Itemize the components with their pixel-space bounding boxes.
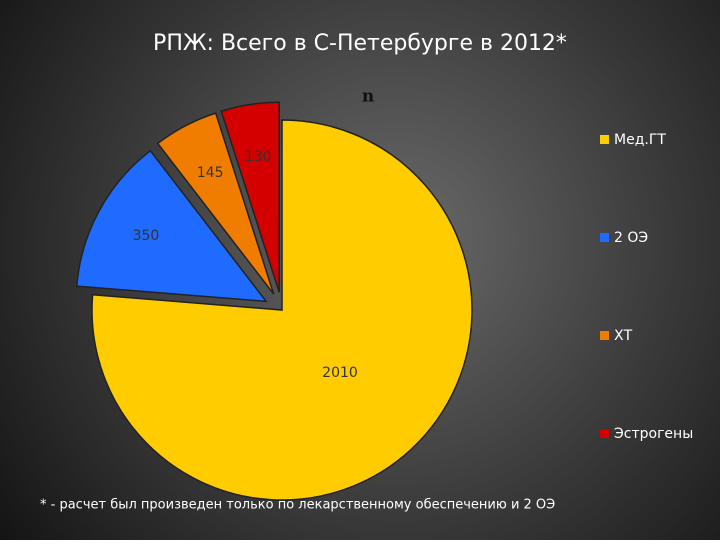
legend-swatch [600, 429, 609, 438]
chart-title: n [362, 87, 374, 107]
legend-label: Мед.ГТ [614, 132, 666, 148]
legend-label: Эстрогены [614, 426, 693, 442]
footnote: * - расчет был произведен только по лека… [40, 498, 555, 513]
pie-slice [220, 101, 280, 293]
legend-swatch [600, 233, 609, 242]
data-label: 2010 [322, 365, 358, 381]
pie-slice [75, 149, 268, 303]
legend-label: ХТ [614, 328, 633, 344]
pie-slice [156, 112, 275, 295]
data-label: 130 [245, 149, 272, 165]
pie-slice [91, 119, 473, 501]
slide-title: РПЖ: Всего в С-Петербурге в 2012* [153, 31, 567, 56]
legend-swatch [600, 135, 609, 144]
data-label: 145 [197, 165, 224, 181]
legend-label: 2 ОЭ [614, 230, 648, 246]
data-label: 350 [133, 228, 160, 244]
legend-swatch [600, 331, 609, 340]
